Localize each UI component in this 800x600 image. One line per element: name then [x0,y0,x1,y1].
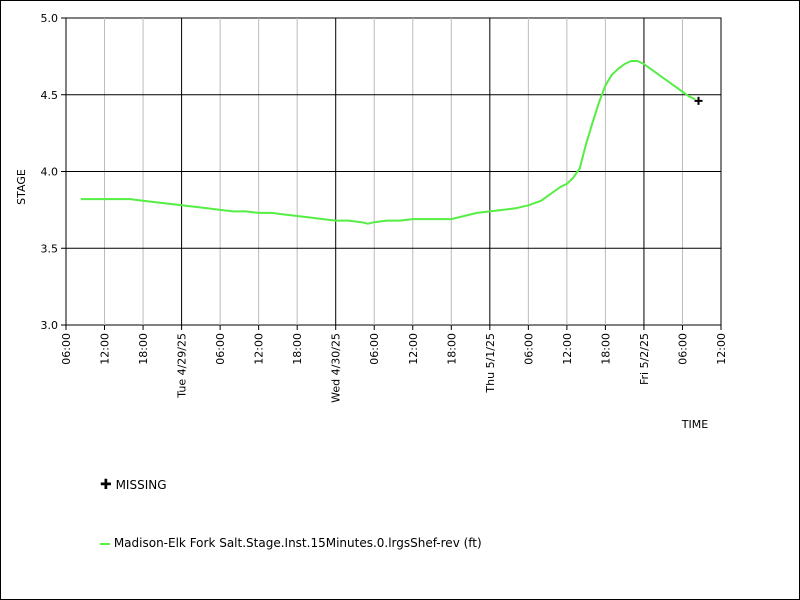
x-tick-label: 12:00 [253,333,266,365]
y-axis: 3.0 3.5 4.0 4.5 5.0 [41,12,66,332]
x-tick-label: 18:00 [137,333,150,365]
x-tick-label: 12:00 [561,333,574,365]
series-layer [80,60,696,225]
x-tick-label: 12:00 [715,333,728,365]
legend-label-series: Madison-Elk Fork Salt.Stage.Inst.15Minut… [113,536,482,550]
legend-label-missing: MISSING [115,478,167,492]
x-tick-label: 12:00 [99,333,112,365]
grid [66,18,721,325]
legend-item-series: Madison-Elk Fork Salt.Stage.Inst.15Minut… [100,536,482,550]
x-tick-label: 18:00 [291,333,304,365]
y-tick-label: 3.0 [41,319,59,332]
missing-point-marker [694,96,703,105]
legend-item-missing: ✚ MISSING [100,477,167,493]
y-tick-label: 5.0 [41,12,59,25]
y-tick-label: 4.0 [41,166,59,179]
x-tick-label: 18:00 [445,333,458,365]
x-tick-label: 12:00 [407,333,420,365]
missing-markers [694,96,703,105]
x-tick-label: Tue 4/29/25 [176,333,189,399]
x-axis-label: TIME [681,418,708,431]
y-tick-label: 3.5 [41,242,59,255]
x-tick-label: 06:00 [214,333,227,365]
y-axis-label: STAGE [15,169,28,205]
x-tick-label: 18:00 [599,333,612,365]
x-tick-label: Thu 5/1/25 [484,333,497,394]
missing-marker-icon: ✚ [100,477,112,493]
x-tick-label: Wed 4/30/25 [330,333,343,403]
x-tick-label: 06:00 [676,333,689,365]
x-tick-label: 06:00 [522,333,535,365]
series-line-icon [100,542,110,545]
x-tick-label: 06:00 [368,333,381,365]
x-axis: 06:00 12:00 18:00 Tue 4/29/25 06:00 12:00 18:0… [60,325,728,403]
y-tick-label: 4.5 [41,89,59,102]
x-tick-label: Fri 5/2/25 [638,333,651,385]
x-tick-label: 06:00 [60,333,73,365]
series-line [80,60,696,225]
